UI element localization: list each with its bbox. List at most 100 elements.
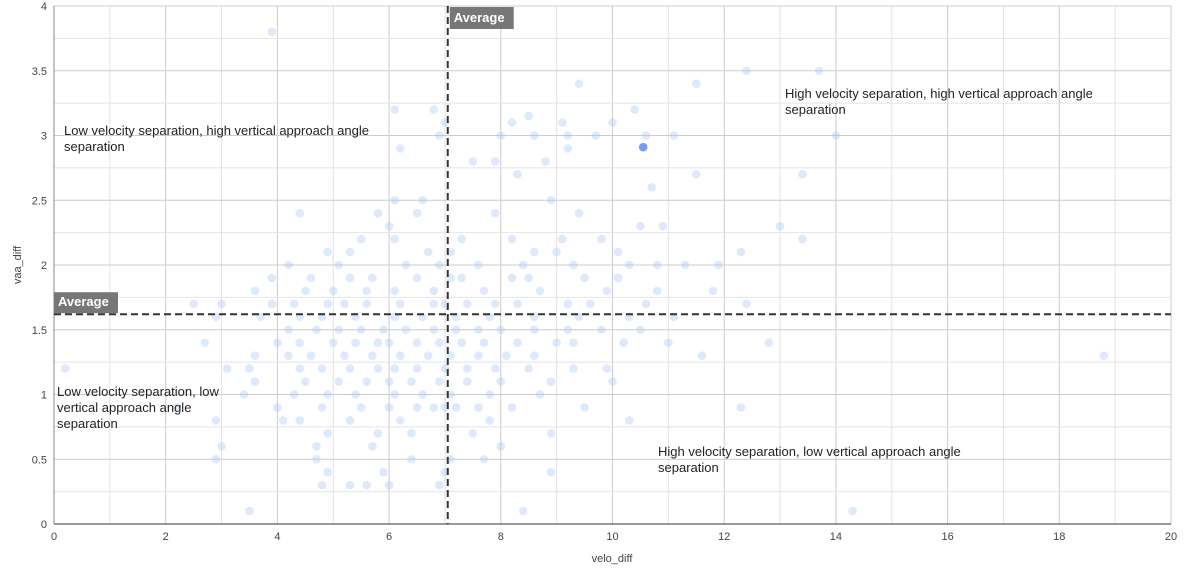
data-point [295, 416, 304, 425]
data-point [524, 364, 533, 373]
data-point [362, 377, 371, 386]
x-tick-label: 0 [51, 531, 57, 543]
data-point [245, 364, 254, 373]
x-tick-label: 10 [606, 531, 618, 543]
data-point [312, 455, 321, 464]
data-point [709, 287, 718, 296]
data-point [474, 261, 483, 270]
data-point [312, 325, 321, 334]
data-point [335, 377, 344, 386]
data-point [642, 131, 651, 140]
data-point [547, 468, 556, 477]
data-point [491, 300, 500, 309]
data-point [530, 248, 539, 257]
data-point [519, 507, 528, 516]
data-point [390, 196, 399, 205]
data-point [374, 429, 383, 438]
data-point [407, 429, 416, 438]
data-point [552, 338, 561, 347]
data-point [329, 338, 338, 347]
data-point [212, 455, 221, 464]
y-axis-label: vaa_diff [12, 245, 24, 284]
data-point [491, 157, 500, 166]
data-point [737, 403, 746, 412]
data-point [245, 507, 254, 516]
data-point [385, 377, 394, 386]
data-point [429, 105, 438, 114]
data-point [212, 416, 221, 425]
data-point [323, 390, 332, 399]
data-point [295, 364, 304, 373]
data-point [346, 364, 355, 373]
data-point [346, 274, 355, 283]
data-point [681, 261, 690, 270]
data-point [268, 28, 277, 37]
data-point [530, 131, 539, 140]
data-point [658, 222, 667, 231]
data-point [429, 287, 438, 296]
quadrant-label-bottom-left: vertical approach angle [57, 400, 191, 415]
data-point [636, 222, 645, 231]
data-point [295, 209, 304, 218]
data-point [418, 196, 427, 205]
data-point [480, 455, 489, 464]
data-point [284, 325, 293, 334]
data-point [279, 416, 288, 425]
data-point [379, 468, 388, 477]
data-point [636, 325, 645, 334]
data-point [318, 403, 327, 412]
data-point [580, 274, 589, 283]
x-tick-label: 16 [941, 531, 953, 543]
data-point [692, 170, 701, 179]
data-point [357, 403, 366, 412]
data-point [603, 364, 612, 373]
data-point [413, 209, 422, 218]
quadrant-label-bottom-left: Low velocity separation, low [57, 384, 219, 399]
x-axis-label: velo_diff [592, 553, 634, 565]
data-point [614, 274, 623, 283]
data-point [368, 274, 377, 283]
data-point [374, 364, 383, 373]
data-point [323, 248, 332, 257]
data-point [390, 235, 399, 244]
data-point [413, 403, 422, 412]
data-point [575, 79, 584, 88]
data-point [485, 390, 494, 399]
average-label-vertical: Average [454, 10, 505, 25]
average-label-horizontal: Average [58, 294, 109, 309]
data-point [536, 287, 545, 296]
data-point [396, 351, 405, 360]
data-point [524, 274, 533, 283]
quadrant-label-bottom-right: separation [658, 460, 719, 475]
data-point [418, 390, 427, 399]
data-point [474, 403, 483, 412]
data-point [268, 274, 277, 283]
x-tick-label: 18 [1053, 531, 1065, 543]
data-point [647, 183, 656, 192]
data-point [223, 364, 232, 373]
quadrant-label-top-right: separation [785, 102, 846, 117]
data-point [497, 442, 506, 451]
data-point [603, 287, 612, 296]
data-point [273, 403, 282, 412]
data-point [390, 390, 399, 399]
data-point [346, 248, 355, 257]
x-tick-label: 20 [1165, 531, 1177, 543]
data-point [815, 66, 824, 75]
data-point [452, 403, 461, 412]
x-tick-label: 12 [718, 531, 730, 543]
data-point [742, 66, 751, 75]
data-point [390, 105, 399, 114]
data-point [413, 338, 422, 347]
data-point [368, 351, 377, 360]
data-point [798, 235, 807, 244]
data-point [714, 261, 723, 270]
data-point [564, 325, 573, 334]
data-point [480, 338, 489, 347]
data-point [552, 248, 561, 257]
data-point [362, 481, 371, 490]
x-tick-label: 14 [830, 531, 842, 543]
data-point [435, 131, 444, 140]
data-point [323, 468, 332, 477]
data-point [351, 338, 360, 347]
